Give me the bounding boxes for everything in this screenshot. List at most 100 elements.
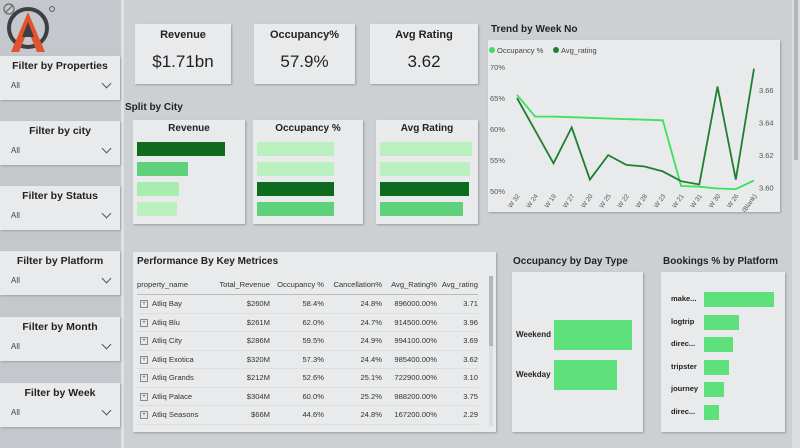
kpi-title: Occupancy% bbox=[269, 29, 340, 41]
filter-platform-value[interactable]: All bbox=[11, 276, 20, 285]
expand-icon[interactable]: + bbox=[140, 337, 148, 346]
chevron-down-icon[interactable] bbox=[101, 78, 112, 89]
city-bar[interactable] bbox=[137, 202, 177, 216]
column-header[interactable]: Occupancy % bbox=[270, 277, 324, 295]
table-scrollbar-thumb[interactable] bbox=[489, 276, 493, 346]
reset-filters-icon[interactable] bbox=[2, 2, 16, 16]
expand-icon[interactable]: + bbox=[140, 355, 148, 364]
property-name-cell: + Atliq Grands bbox=[137, 368, 207, 388]
x-tick-label: (Blank) bbox=[741, 193, 759, 212]
filter-city-value[interactable]: All bbox=[11, 146, 20, 155]
city-rating-chart[interactable]: Avg Rating bbox=[376, 120, 478, 224]
city-bar[interactable] bbox=[380, 162, 470, 176]
trend-chart[interactable]: Occupancy % Avg_rating 50% 55% 60% 65% 70% 3.60… bbox=[488, 40, 780, 214]
table-cell: 3.71 bbox=[437, 294, 478, 314]
y-right-tick-label: 3.66 bbox=[759, 86, 774, 95]
filter-status[interactable]: Filter by Status All bbox=[0, 186, 120, 230]
city-bar[interactable] bbox=[257, 142, 334, 156]
kpi-occupancy-card[interactable]: Occupancy% 57.9% bbox=[254, 24, 355, 84]
x-tick-label: W 22 bbox=[617, 193, 632, 210]
filter-month[interactable]: Filter by Month All bbox=[0, 317, 120, 361]
table-cell: 3.75 bbox=[437, 387, 478, 406]
category-bar[interactable] bbox=[704, 337, 733, 353]
city-bar[interactable] bbox=[137, 162, 188, 176]
city-bar[interactable] bbox=[257, 162, 334, 176]
series-line[interactable] bbox=[516, 68, 755, 186]
kpi-value: 57.9% bbox=[280, 52, 329, 71]
table-row[interactable]: + Atliq City $286M 59.5% 24.9% 994100.00% 3.69 bbox=[137, 331, 478, 351]
filter-platform[interactable]: Filter by Platform All bbox=[0, 251, 120, 295]
column-header[interactable]: property_name bbox=[137, 277, 207, 295]
category-label: journey bbox=[671, 384, 699, 394]
filter-properties-value[interactable]: All bbox=[11, 81, 20, 90]
filter-month-value[interactable]: All bbox=[11, 342, 20, 351]
day-type-chart[interactable]: Weekend Weekday bbox=[512, 272, 643, 432]
y-left-tick-label: 55% bbox=[490, 156, 505, 165]
y-left-tick-label: 50% bbox=[490, 187, 505, 196]
category-bar[interactable] bbox=[704, 359, 729, 375]
filter-properties[interactable]: Filter by Properties All bbox=[0, 56, 120, 100]
expand-icon[interactable]: + bbox=[140, 300, 148, 309]
table-row[interactable]: + Atliq Bay $260M 58.4% 24.8% 896000.00% 3.71 bbox=[137, 294, 478, 314]
column-header[interactable]: Avg_rating bbox=[437, 277, 478, 295]
category-bar[interactable] bbox=[704, 292, 774, 307]
x-tick-label: W 28 bbox=[635, 193, 650, 210]
column-header[interactable]: Cancellation% bbox=[324, 277, 382, 295]
city-occupancy-chart[interactable]: Occupancy % bbox=[253, 120, 363, 224]
column-header[interactable]: Total_Revenue bbox=[207, 277, 270, 295]
kpi-revenue-card[interactable]: Revenue $1.71bn bbox=[135, 24, 231, 84]
filter-status-value[interactable]: All bbox=[11, 211, 20, 220]
series-line[interactable] bbox=[516, 94, 755, 191]
expand-icon[interactable]: + bbox=[140, 374, 148, 383]
chevron-down-icon[interactable] bbox=[101, 143, 112, 154]
page-scrollbar[interactable] bbox=[792, 0, 800, 448]
city-bar[interactable] bbox=[380, 182, 469, 196]
kpi-value: 3.62 bbox=[407, 52, 441, 71]
table-row[interactable]: + Atliq Seasons $66M 44.6% 24.8% 167200.00% 2.… bbox=[137, 405, 478, 425]
expand-icon[interactable]: + bbox=[140, 411, 148, 420]
column-header[interactable]: Avg_Rating% bbox=[382, 277, 437, 295]
city-bar[interactable] bbox=[380, 142, 472, 156]
table-row[interactable]: + Atliq Exotica $320M 57.3% 24.4% 985400.00% 3… bbox=[137, 350, 478, 369]
city-bar[interactable] bbox=[137, 182, 179, 196]
platform-chart[interactable]: make... logtrip direc... tripster journey dir… bbox=[661, 272, 785, 432]
chevron-down-icon[interactable] bbox=[101, 208, 112, 219]
city-bar[interactable] bbox=[257, 202, 334, 216]
filter-city[interactable]: Filter by city All bbox=[0, 121, 120, 165]
property-name-cell: + Atliq Palace bbox=[137, 387, 207, 406]
table-scrollbar[interactable] bbox=[489, 276, 493, 426]
table-row[interactable]: + Atliq Grands $212M 52.6% 25.1% 722900.00% 3.… bbox=[137, 368, 478, 388]
city-bar[interactable] bbox=[137, 142, 225, 156]
table-cell: $212M bbox=[207, 368, 270, 388]
category-bar[interactable] bbox=[704, 314, 739, 330]
table-row[interactable]: + Atliq Blu $261M 62.0% 24.7% 914500.00% 3.96 bbox=[137, 313, 478, 332]
chevron-down-icon[interactable] bbox=[101, 273, 112, 284]
filter-week-value[interactable]: All bbox=[11, 408, 20, 417]
filter-week[interactable]: Filter by Week All bbox=[0, 383, 120, 427]
chevron-down-icon[interactable] bbox=[101, 339, 112, 350]
city-bar[interactable] bbox=[257, 182, 334, 196]
category-label: tripster bbox=[671, 361, 697, 371]
city-bar[interactable] bbox=[380, 202, 463, 216]
table-cell: 25.1% bbox=[324, 368, 382, 388]
category-bar[interactable] bbox=[704, 382, 724, 398]
category-bar[interactable] bbox=[704, 405, 719, 420]
sidebar-divider bbox=[121, 0, 124, 448]
trend-chart-svg: Occupancy % Avg_rating 50% 55% 60% 65% 70% 3.60… bbox=[489, 46, 774, 214]
day-type-title: Occupancy by Day Type bbox=[513, 256, 628, 267]
expand-icon[interactable]: + bbox=[140, 392, 148, 401]
chevron-down-icon[interactable] bbox=[101, 405, 112, 416]
legend-label: Occupancy % bbox=[497, 46, 544, 55]
category-bar[interactable] bbox=[554, 320, 632, 350]
category-label: direc... bbox=[671, 339, 696, 349]
table-cell: 59.5% bbox=[270, 331, 324, 351]
table-row[interactable]: + Atliq Palace $304M 60.0% 25.2% 988200.00% 3.… bbox=[137, 387, 478, 406]
page-scrollbar-thumb[interactable] bbox=[794, 0, 798, 160]
property-name: Atliq Seasons bbox=[152, 410, 199, 420]
kpi-avg-rating-card[interactable]: Avg Rating 3.62 bbox=[370, 24, 478, 84]
city-revenue-chart[interactable]: Revenue bbox=[133, 120, 245, 224]
filter-status-title: Filter by Status bbox=[22, 190, 98, 202]
category-bar[interactable] bbox=[554, 360, 617, 390]
legend-marker bbox=[553, 47, 559, 53]
expand-icon[interactable]: + bbox=[140, 318, 148, 327]
